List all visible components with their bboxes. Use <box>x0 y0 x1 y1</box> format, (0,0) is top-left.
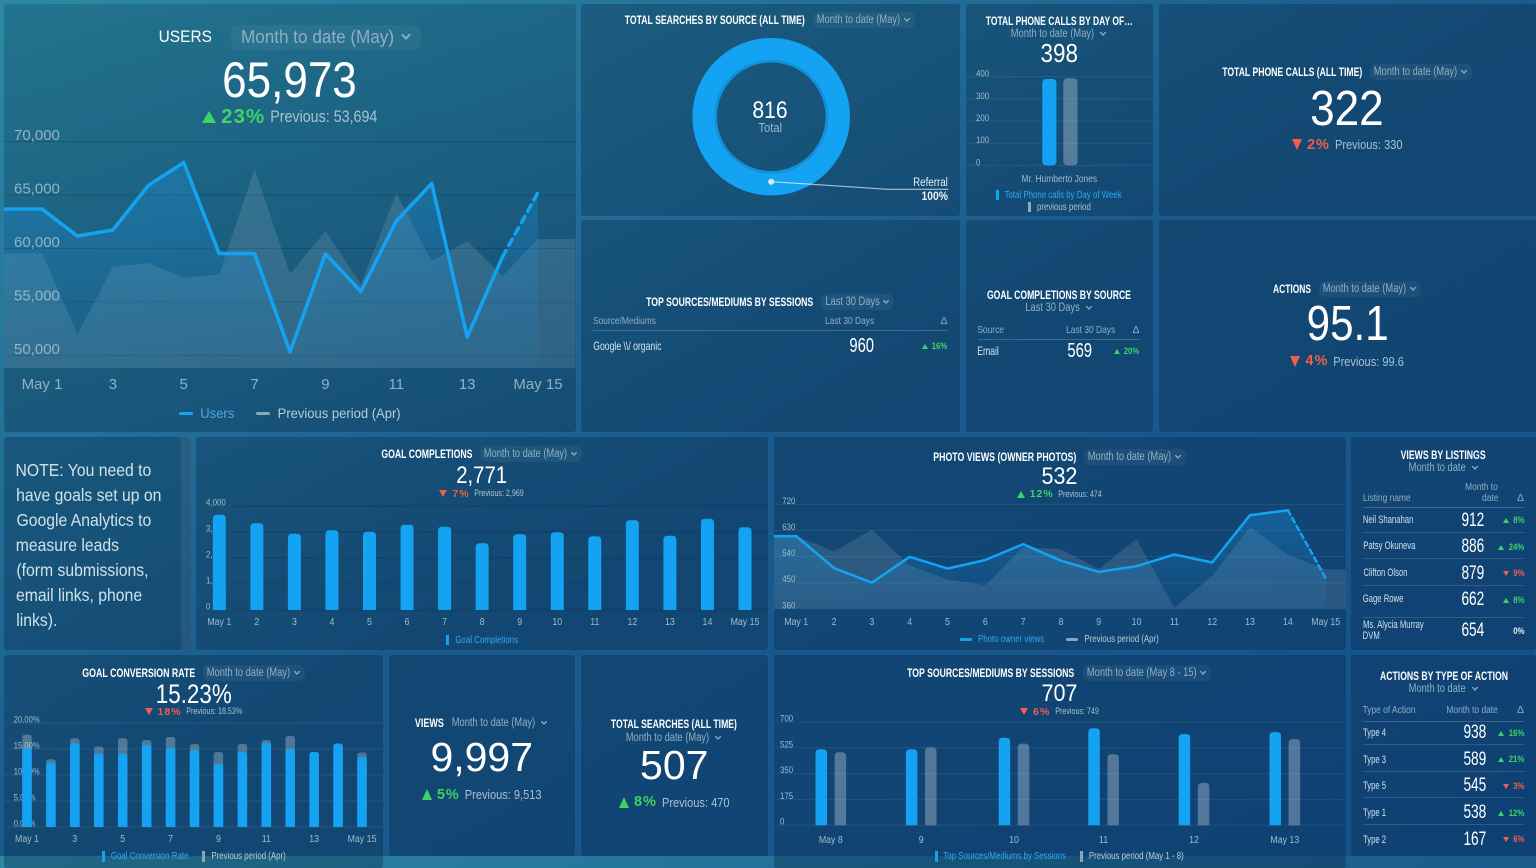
svg-text:4,000: 4,000 <box>206 498 226 509</box>
svg-text:7: 7 <box>442 617 447 628</box>
svg-text:450: 450 <box>782 574 795 585</box>
svg-text:May 15: May 15 <box>348 834 377 845</box>
svg-text:10: 10 <box>552 617 562 628</box>
svg-text:11: 11 <box>389 376 405 393</box>
svg-text:8: 8 <box>1058 617 1063 628</box>
svg-text:May 15: May 15 <box>1311 617 1340 628</box>
svg-text:14: 14 <box>1282 617 1292 628</box>
svg-text:13: 13 <box>1245 617 1255 628</box>
svg-text:6: 6 <box>405 617 410 628</box>
svg-text:12: 12 <box>1189 835 1199 846</box>
svg-text:50,000: 50,000 <box>14 341 60 358</box>
svg-text:8: 8 <box>480 617 485 628</box>
svg-text:11: 11 <box>262 834 272 845</box>
svg-text:9: 9 <box>321 376 329 393</box>
svg-text:11: 11 <box>1099 835 1109 846</box>
svg-text:13: 13 <box>665 617 675 628</box>
svg-text:7: 7 <box>250 376 258 393</box>
svg-text:540: 540 <box>782 548 795 559</box>
svg-text:3: 3 <box>292 617 297 628</box>
svg-text:13: 13 <box>459 376 476 393</box>
svg-text:3: 3 <box>109 376 117 393</box>
svg-text:2: 2 <box>254 617 259 628</box>
svg-text:60,000: 60,000 <box>14 234 60 251</box>
svg-text:630: 630 <box>782 522 795 533</box>
svg-text:200: 200 <box>976 113 989 124</box>
svg-text:300: 300 <box>976 91 989 102</box>
svg-text:0: 0 <box>780 817 784 828</box>
svg-text:10: 10 <box>1009 835 1019 846</box>
svg-text:55,000: 55,000 <box>14 288 60 305</box>
svg-text:13: 13 <box>309 834 319 845</box>
svg-text:15.00%: 15.00% <box>14 741 40 751</box>
svg-text:May 15: May 15 <box>513 376 562 393</box>
svg-text:20.00%: 20.00% <box>14 715 40 725</box>
svg-text:4: 4 <box>330 617 335 628</box>
svg-text:5: 5 <box>367 617 372 628</box>
svg-text:May 13: May 13 <box>1270 835 1299 846</box>
svg-text:5: 5 <box>945 617 950 628</box>
svg-text:9: 9 <box>517 617 522 628</box>
svg-text:5: 5 <box>120 834 125 845</box>
svg-text:3: 3 <box>869 617 874 628</box>
svg-text:5: 5 <box>180 376 188 393</box>
svg-text:May 1: May 1 <box>784 617 808 628</box>
svg-text:12: 12 <box>627 617 637 628</box>
svg-text:720: 720 <box>782 496 795 507</box>
svg-text:175: 175 <box>780 791 793 802</box>
svg-text:9: 9 <box>216 834 221 845</box>
svg-text:9: 9 <box>1096 617 1101 628</box>
svg-text:May 8: May 8 <box>818 835 842 846</box>
svg-text:100: 100 <box>976 135 989 146</box>
svg-text:0: 0 <box>976 157 980 168</box>
svg-text:6: 6 <box>982 617 987 628</box>
svg-text:10: 10 <box>1131 617 1141 628</box>
svg-text:4: 4 <box>907 617 912 628</box>
svg-text:0: 0 <box>206 602 210 613</box>
svg-text:2: 2 <box>831 617 836 628</box>
svg-text:14: 14 <box>703 617 713 628</box>
svg-text:7: 7 <box>168 834 173 845</box>
svg-text:360: 360 <box>782 600 795 611</box>
svg-text:700: 700 <box>780 714 793 725</box>
svg-text:11: 11 <box>1169 617 1179 628</box>
svg-text:May 1: May 1 <box>22 376 63 393</box>
svg-text:May 1: May 1 <box>207 617 231 628</box>
svg-text:525: 525 <box>780 739 793 750</box>
svg-text:70,000: 70,000 <box>14 127 60 144</box>
svg-text:3: 3 <box>72 834 77 845</box>
svg-text:9: 9 <box>918 835 923 846</box>
svg-text:11: 11 <box>590 617 600 628</box>
svg-text:12: 12 <box>1207 617 1217 628</box>
svg-text:7: 7 <box>1020 617 1025 628</box>
svg-text:65,000: 65,000 <box>14 181 60 198</box>
svg-text:400: 400 <box>976 69 989 80</box>
svg-text:May 1: May 1 <box>15 834 39 845</box>
svg-text:350: 350 <box>780 765 793 776</box>
svg-text:May 15: May 15 <box>731 617 760 628</box>
